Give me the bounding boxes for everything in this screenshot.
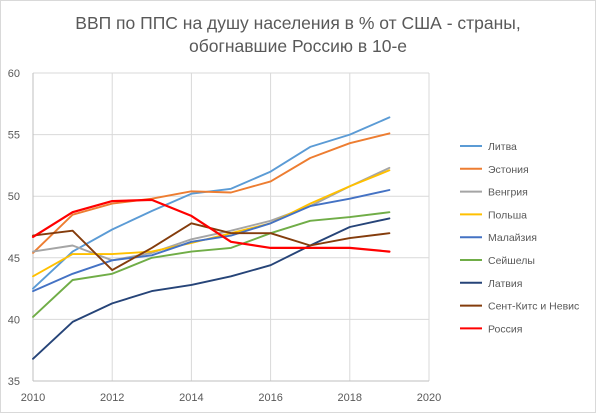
legend-label: Латвия <box>488 278 522 290</box>
y-tick-label: 60 <box>8 68 20 80</box>
gridlines <box>33 72 430 381</box>
legend-label: Венгрия <box>488 187 528 199</box>
series-line-2 <box>32 166 391 262</box>
y-tick-label: 45 <box>8 253 20 265</box>
x-tick-label: 2014 <box>179 392 203 404</box>
x-tick-labels: 2010 2012 2014 2016 2018 2020 <box>21 392 441 404</box>
legend-label: Россия <box>488 323 522 335</box>
legend-label: Эстония <box>488 164 529 176</box>
x-tick-label: 2016 <box>258 392 282 404</box>
series-line-8 <box>31 198 391 253</box>
series-line-0 <box>32 116 391 290</box>
legend: Литва Эстония Венгрия Польша Малайзия Сейшелы… <box>460 141 579 335</box>
legend-label: Сейшелы <box>488 255 535 267</box>
x-tick-label: 2010 <box>21 392 45 404</box>
y-tick-label: 50 <box>8 191 20 203</box>
legend-label: Польша <box>488 209 527 221</box>
y-tick-label: 55 <box>8 130 20 142</box>
series-line-7 <box>32 222 391 272</box>
chart-title-line-2: обогнавшие Россию в 10-е <box>188 36 408 56</box>
x-tick-label: 2012 <box>100 392 124 404</box>
legend-label: Литва <box>488 141 517 153</box>
series-line-1 <box>32 132 391 254</box>
y-tick-label: 35 <box>8 376 20 388</box>
x-tick-label: 2018 <box>338 392 362 404</box>
legend-label: Малайзия <box>488 232 537 244</box>
y-tick-labels: 35 40 45 50 55 60 <box>8 68 20 388</box>
series-lines <box>31 116 391 360</box>
y-tick-label: 40 <box>8 314 20 326</box>
chart-title: ВВП по ППС на душу населения в % от США … <box>0 12 596 58</box>
series-line-3 <box>32 169 391 278</box>
series-line-6 <box>32 217 391 360</box>
legend-label: Сент-Китс и Невис <box>488 301 579 313</box>
series-line-4 <box>32 189 391 293</box>
axes <box>32 73 429 382</box>
chart-title-line-1: ВВП по ППС на душу населения в % от США … <box>75 13 521 33</box>
series-line-5 <box>32 211 391 318</box>
x-tick-label: 2020 <box>417 392 441 404</box>
